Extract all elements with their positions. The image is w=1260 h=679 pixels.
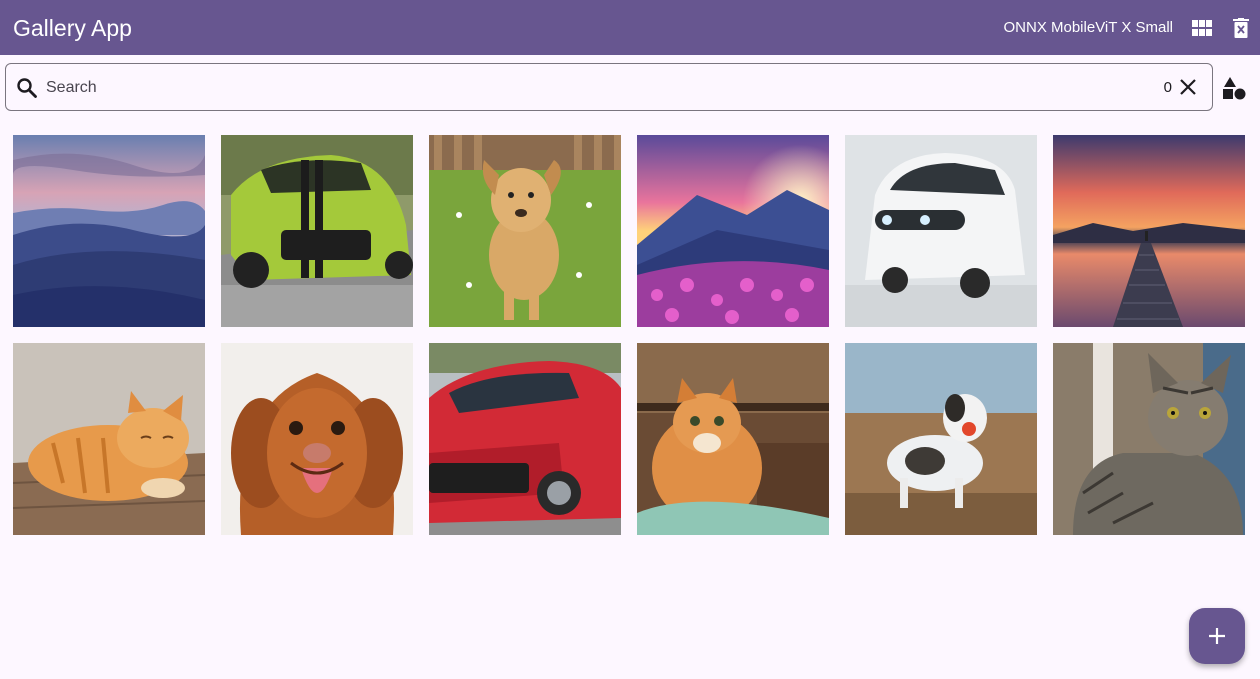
app-title: Gallery App [13, 15, 132, 41]
photo-tabby-cat [1053, 343, 1245, 535]
delete-button[interactable] [1225, 12, 1257, 44]
gallery-image[interactable] [1053, 343, 1245, 535]
grid-view-button[interactable] [1186, 12, 1218, 44]
search-icon [17, 78, 37, 98]
model-label[interactable]: ONNX MobileViT X Small [1003, 19, 1174, 36]
photo-cat-blanket [637, 343, 829, 535]
gallery-image[interactable] [221, 343, 413, 535]
gallery-image[interactable] [1053, 135, 1245, 327]
plus-icon [1209, 628, 1225, 644]
gallery-image[interactable] [845, 135, 1037, 327]
search-input[interactable] [46, 74, 1126, 102]
app-bar: Gallery App ONNX MobileViT X Small [0, 0, 1260, 55]
photo-mountain-sunset [637, 135, 829, 327]
shapes-icon[interactable] [1220, 74, 1248, 102]
photo-red-car [429, 343, 621, 535]
gallery-image[interactable] [845, 343, 1037, 535]
grid-icon [1192, 20, 1212, 36]
photo-dunes [13, 135, 205, 327]
search-bar: 0 [5, 63, 1213, 111]
close-icon[interactable] [1176, 75, 1200, 99]
photo-dog-ball [845, 343, 1037, 535]
image-gallery [13, 135, 1245, 535]
photo-lake-pier [1053, 135, 1245, 327]
photo-puppy [429, 135, 621, 327]
gallery-image[interactable] [13, 343, 205, 535]
result-count: 0 [1163, 79, 1172, 96]
photo-sleeping-cat [13, 343, 205, 535]
add-image-button[interactable] [1189, 608, 1245, 664]
photo-white-car [845, 135, 1037, 327]
gallery-image[interactable] [429, 343, 621, 535]
gallery-image[interactable] [429, 135, 621, 327]
gallery-image[interactable] [13, 135, 205, 327]
trash-icon [1233, 18, 1249, 38]
gallery-image[interactable] [637, 343, 829, 535]
gallery-image[interactable] [221, 135, 413, 327]
photo-green-car [221, 135, 413, 327]
photo-brown-dog [221, 343, 413, 535]
gallery-image[interactable] [637, 135, 829, 327]
